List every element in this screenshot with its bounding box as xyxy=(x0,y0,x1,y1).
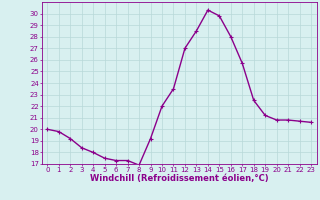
X-axis label: Windchill (Refroidissement éolien,°C): Windchill (Refroidissement éolien,°C) xyxy=(90,174,268,183)
